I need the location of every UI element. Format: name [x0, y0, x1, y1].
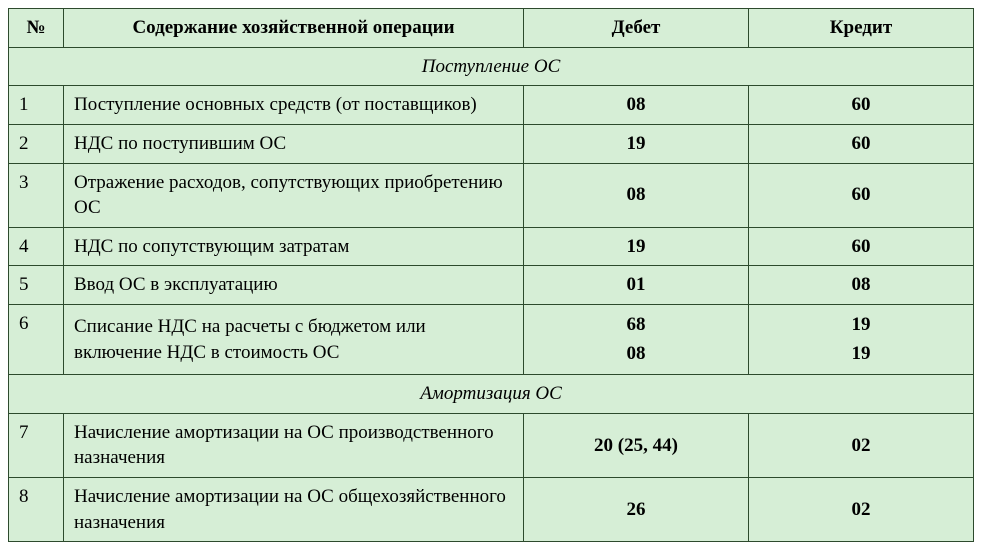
cell-num: 6 [9, 305, 64, 375]
credit-line-2: 19 [852, 343, 871, 364]
cell-debit: 26 [524, 478, 749, 542]
cell-credit: 02 [749, 478, 974, 542]
credit-line-1: 19 [852, 314, 871, 335]
accounting-table: № Содержание хозяйственной операции Дебе… [8, 8, 974, 542]
table-row: 4 НДС по сопутствующим затратам 19 60 [9, 227, 974, 266]
cell-num: 1 [9, 86, 64, 125]
cell-num: 4 [9, 227, 64, 266]
cell-num: 3 [9, 163, 64, 227]
cell-debit: 20 (25, 44) [524, 413, 749, 477]
cell-credit: 60 [749, 163, 974, 227]
cell-desc: Отражение расходов, сопутствующих приобр… [64, 163, 524, 227]
debit-line-1: 68 [627, 314, 646, 335]
section-row: Поступление ОС [9, 47, 974, 86]
table-row: 8 Начисление амортизации на ОС общехозяй… [9, 478, 974, 542]
cell-desc: Начисление амортизации на ОС общехозяйст… [64, 478, 524, 542]
cell-credit: 60 [749, 124, 974, 163]
section-title: Амортизация ОС [9, 375, 974, 414]
cell-credit: 60 [749, 227, 974, 266]
col-header-num: № [9, 9, 64, 48]
cell-desc: НДС по поступившим ОС [64, 124, 524, 163]
table-row: 6 Списание НДС на расчеты с бюджетом или… [9, 305, 974, 375]
cell-num: 5 [9, 266, 64, 305]
section-title: Поступление ОС [9, 47, 974, 86]
cell-desc: Поступление основных средств (от поставщ… [64, 86, 524, 125]
cell-num: 2 [9, 124, 64, 163]
col-header-debit: Дебет [524, 9, 749, 48]
col-header-desc: Содержание хозяйственной операции [64, 9, 524, 48]
cell-desc: Списание НДС на расчеты с бюджетом или в… [64, 305, 524, 375]
cell-debit: 19 [524, 124, 749, 163]
cell-num: 7 [9, 413, 64, 477]
cell-num: 8 [9, 478, 64, 542]
cell-debit: 08 [524, 163, 749, 227]
cell-debit: 01 [524, 266, 749, 305]
cell-credit: 19 19 [749, 305, 974, 375]
cell-debit: 08 [524, 86, 749, 125]
table-header-row: № Содержание хозяйственной операции Дебе… [9, 9, 974, 48]
table-row: 1 Поступление основных средств (от поста… [9, 86, 974, 125]
table-row: 5 Ввод ОС в эксплуатацию 01 08 [9, 266, 974, 305]
cell-desc: Ввод ОС в эксплуатацию [64, 266, 524, 305]
col-header-credit: Кредит [749, 9, 974, 48]
cell-credit: 02 [749, 413, 974, 477]
table-row: 3 Отражение расходов, сопутствующих прио… [9, 163, 974, 227]
cell-credit: 60 [749, 86, 974, 125]
cell-desc: Начисление амортизации на ОС производств… [64, 413, 524, 477]
section-row: Амортизация ОС [9, 375, 974, 414]
table-row: 2 НДС по поступившим ОС 19 60 [9, 124, 974, 163]
cell-debit: 68 08 [524, 305, 749, 375]
table-row: 7 Начисление амортизации на ОС производс… [9, 413, 974, 477]
cell-credit: 08 [749, 266, 974, 305]
cell-debit: 19 [524, 227, 749, 266]
cell-desc: НДС по сопутствующим затратам [64, 227, 524, 266]
debit-line-2: 08 [627, 343, 646, 364]
